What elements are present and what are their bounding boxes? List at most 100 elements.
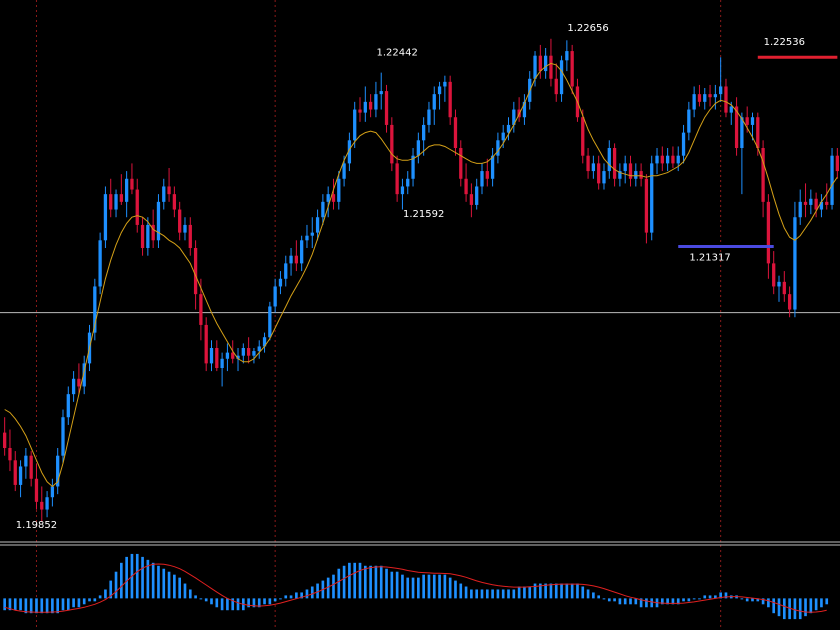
macd-bar-23 [125,556,128,599]
macd-bar-18 [98,595,102,599]
macd-bar-32 [173,574,176,599]
candle-body-55 [294,255,299,264]
macd-bar-80 [427,574,431,599]
macd-bar-5 [29,598,33,614]
vertical-separators [35,0,722,630]
candle-body-133 [708,94,712,98]
candle-body-23 [124,178,129,202]
macd-bar-108 [576,583,579,599]
macd-bar-81 [432,574,436,599]
candle-body-148 [787,294,792,310]
candle-body-37 [199,294,203,325]
candle-body-144 [766,201,771,264]
macd-bar-56 [300,592,303,599]
macd-bar-100 [533,583,537,599]
macd-bar-50 [268,598,272,605]
macd-bar-76 [406,577,410,599]
candle-body-53 [284,263,288,279]
candle-body-139 [740,117,744,148]
candle-body-125 [665,155,670,164]
macd-bar-151 [804,598,807,617]
macd-bar-103 [549,583,553,599]
candle-body-35 [188,224,192,248]
price-label-0: 1.22656 [567,23,608,34]
macd-bar-44 [236,598,240,611]
macd-bar-114 [607,598,611,602]
macd-bar-64 [342,565,346,599]
macd-bar-65 [348,562,351,599]
candle-body-138 [734,106,739,148]
macd-bar-124 [660,598,664,605]
candle-body-140 [745,117,749,125]
macd-bar-29 [157,565,160,599]
macd-bar-69 [369,565,372,599]
candle-body-156 [830,155,834,205]
candle-body-29 [156,201,161,241]
macd-bar-118 [629,598,632,605]
macd-bar-10 [56,598,60,614]
candle-body-150 [798,201,802,218]
macd-bar-142 [756,598,760,602]
candle-body-64 [342,163,346,179]
macd-bar-0 [3,598,6,611]
candle-body-68 [363,101,367,113]
candle-body-50 [268,306,272,338]
macd-bar-111 [592,592,595,599]
candle-body-6 [34,478,39,502]
macd-bar-139 [740,598,744,600]
macd-bar-97 [517,586,521,599]
candle-body-155 [825,201,829,205]
candle-body-89 [475,186,479,205]
macd-bar-47 [252,598,256,608]
candle-body-147 [782,281,786,295]
candle-body-106 [565,51,569,61]
candle-body-145 [772,263,776,287]
macd-bar-31 [167,571,171,599]
candle-body-149 [793,217,797,310]
macd-bar-148 [788,598,791,620]
candle-body-103 [549,55,553,79]
macd-bar-112 [597,595,601,599]
macd-bar-28 [151,562,155,599]
macd-bar-102 [544,583,547,599]
macd-bar-153 [814,598,818,611]
macd-signal-line [4,563,827,613]
macd-bar-20 [109,580,113,599]
macd-bar-86 [459,583,463,599]
macd-bar-90 [480,589,484,599]
candle-body-56 [300,240,304,264]
candle-body-47 [252,351,256,356]
candle-body-34 [183,224,187,233]
macd-bar-58 [310,586,314,599]
macd-bar-98 [523,586,526,599]
candle-body-95 [506,124,511,133]
candle-body-42 [225,352,230,359]
macd-bar-71 [379,565,383,599]
macd-bar-73 [390,571,394,599]
candle-body-46 [246,348,251,356]
candle-body-137 [729,106,733,113]
macd-bar-121 [645,598,648,608]
macd-bar-110 [586,589,590,599]
candles-group [3,38,839,522]
candle-body-44 [236,355,240,359]
macd-bar-34 [183,583,187,599]
macd-bar-106 [565,583,569,599]
macd-bar-140 [745,598,749,602]
macd-bar-155 [825,598,829,605]
candle-body-69 [368,101,373,110]
candle-body-134 [713,94,718,98]
candle-body-127 [676,155,680,164]
candle-body-30 [162,186,166,202]
candle-body-132 [703,94,707,102]
candle-body-153 [814,198,818,210]
macd-bar-14 [77,598,81,608]
candle-body-98 [522,101,527,118]
candle-body-100 [533,55,537,79]
macd-bar-19 [104,589,107,599]
macd-bar-119 [634,598,638,605]
candle-body-36 [193,248,198,295]
candle-body-77 [411,155,415,179]
macd-bar-143 [761,598,765,605]
candle-body-120 [639,171,643,179]
